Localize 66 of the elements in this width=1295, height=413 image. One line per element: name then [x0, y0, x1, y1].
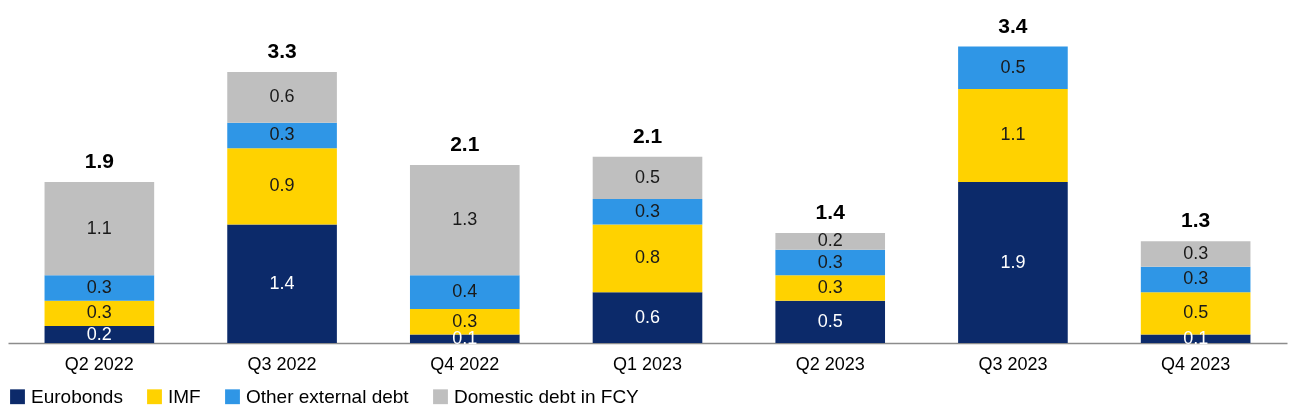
x-tick-label: Q3 2023 [978, 353, 1048, 374]
x-tick-label: Q4 2023 [1161, 353, 1231, 374]
legend-label: Eurobonds [31, 385, 123, 407]
bar [227, 122, 337, 149]
data-label: 1.1 [1000, 124, 1026, 145]
data-label: 0.3 [452, 310, 478, 331]
data-label: 0.3 [817, 276, 843, 297]
total-label: 2.1 [450, 132, 480, 156]
bar [1140, 241, 1251, 267]
data-label: 0.6 [269, 86, 295, 107]
bar [958, 182, 1068, 343]
bar [44, 300, 155, 327]
data-label: 0.8 [634, 247, 661, 268]
bar [592, 156, 703, 200]
data-label: 0.5 [817, 310, 843, 331]
data-label: 0.3 [634, 200, 661, 221]
bar [227, 148, 337, 225]
bar [1140, 266, 1251, 293]
data-label: 0.5 [1000, 56, 1026, 77]
data-label: 0.5 [634, 166, 661, 187]
bar [775, 232, 886, 250]
data-label: 0.3 [1183, 243, 1209, 264]
x-tick-label: Q3 2022 [247, 353, 317, 374]
bar [592, 292, 703, 343]
bar [44, 182, 155, 276]
data-label: 0.3 [269, 124, 295, 145]
bar [775, 249, 886, 276]
data-label: 0.9 [269, 175, 295, 196]
bar [227, 71, 337, 123]
total-label: 3.3 [267, 38, 297, 62]
bar [44, 275, 155, 301]
bar [227, 224, 337, 343]
x-tick-label: Q4 2022 [430, 353, 500, 374]
x-tick-label: Q2 2023 [795, 353, 865, 374]
data-label: 1.4 [269, 272, 295, 293]
x-tick-label: Q1 2023 [612, 353, 683, 374]
data-label: 0.3 [86, 302, 112, 323]
data-label: 1.9 [1000, 251, 1026, 272]
data-label: 0.3 [86, 276, 112, 297]
legend-label: Domestic debt in FCY [454, 385, 640, 407]
bar [44, 326, 155, 343]
data-label: 0.2 [86, 323, 112, 344]
data-label: 1.3 [452, 209, 478, 230]
total-label: 1.4 [815, 199, 846, 223]
data-label: 0.4 [452, 281, 478, 302]
total-label: 3.4 [998, 13, 1028, 37]
x-tick-label: Q2 2022 [64, 353, 134, 374]
total-label: 1.3 [1181, 208, 1211, 232]
legend-label: IMF [168, 385, 201, 407]
bar [775, 275, 886, 301]
bar [592, 224, 703, 293]
bar [775, 300, 886, 343]
data-label: 0.3 [1183, 268, 1209, 289]
legend-label: Other external debt [246, 385, 410, 407]
bar [409, 165, 520, 276]
data-label: 1.1 [86, 217, 112, 238]
bar [592, 199, 703, 225]
bar [409, 275, 520, 310]
data-label: 0.5 [1183, 302, 1209, 323]
bar [958, 46, 1068, 89]
data-label: 0.6 [634, 306, 661, 327]
data-label: 0.3 [817, 251, 843, 272]
bar [958, 88, 1068, 183]
data-label: 0.2 [817, 230, 843, 251]
total-label: 1.9 [84, 149, 114, 173]
total-label: 2.1 [632, 123, 663, 147]
